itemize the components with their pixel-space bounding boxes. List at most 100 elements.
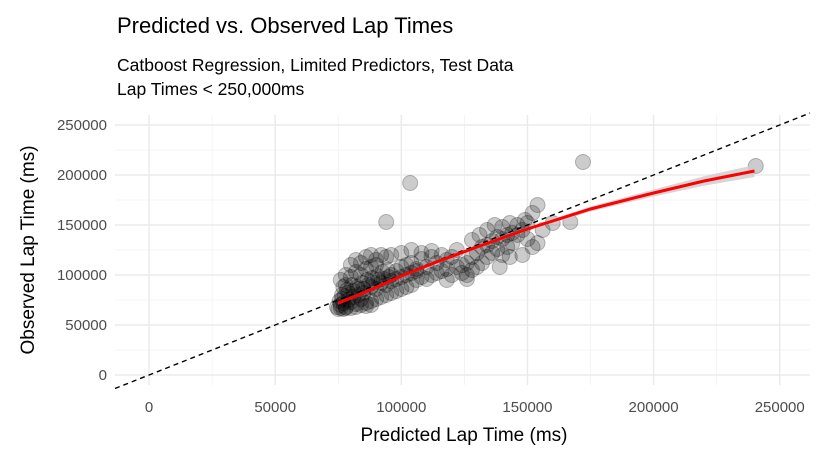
data-point <box>383 247 400 263</box>
data-point <box>393 281 410 297</box>
data-point <box>373 289 390 305</box>
data-point <box>484 245 501 261</box>
data-point <box>339 282 356 298</box>
x-axis-label: Predicted Lap Time (ms) <box>361 425 568 446</box>
data-point <box>363 247 380 263</box>
data-point <box>438 261 455 277</box>
data-point <box>516 212 533 228</box>
chart-title: Predicted vs. Observed Lap Times <box>117 13 453 38</box>
y-tick-label: 150000 <box>57 217 107 234</box>
points <box>328 154 764 317</box>
data-point <box>491 259 508 275</box>
data-point <box>337 267 354 283</box>
data-point <box>524 205 541 221</box>
data-point <box>388 283 405 299</box>
data-point <box>347 264 364 280</box>
data-point <box>373 247 390 263</box>
data-point <box>347 252 364 268</box>
data-point <box>486 217 503 233</box>
data-point <box>458 267 475 283</box>
data-point <box>368 252 385 268</box>
data-point <box>393 245 410 261</box>
data-point <box>347 299 364 315</box>
data-point <box>403 277 420 293</box>
data-point <box>378 214 395 230</box>
data-point <box>358 295 375 311</box>
data-point <box>529 197 546 213</box>
data-point <box>344 277 361 293</box>
data-point <box>352 255 369 271</box>
data-point <box>501 215 518 231</box>
data-point <box>342 269 359 285</box>
data-point <box>494 247 511 263</box>
data-point <box>368 291 385 307</box>
y-tick-label: 0 <box>99 367 107 384</box>
data-point <box>479 249 496 265</box>
data-point <box>433 263 450 279</box>
data-point <box>474 255 491 271</box>
data-point <box>458 271 475 287</box>
x-tick-label: 150000 <box>502 399 552 416</box>
data-point <box>519 231 536 247</box>
data-point <box>374 264 391 280</box>
y-tick-label: 250000 <box>57 117 107 134</box>
data-point <box>438 272 455 288</box>
data-point <box>418 271 435 287</box>
data-point <box>363 259 380 275</box>
y-axis-label: Observed Lap Time (ms) <box>18 145 39 354</box>
data-point <box>514 247 531 263</box>
data-point <box>403 242 420 258</box>
data-point <box>453 257 470 273</box>
x-tick-label: 50000 <box>254 399 296 416</box>
data-point <box>358 261 375 277</box>
data-point <box>423 267 440 283</box>
data-point <box>369 268 386 284</box>
data-point <box>479 222 496 238</box>
data-point <box>471 227 488 243</box>
data-point <box>342 257 359 273</box>
data-point <box>337 277 354 293</box>
data-point <box>352 297 369 313</box>
y-tick-label: 200000 <box>57 167 107 184</box>
x-tick-label: 200000 <box>629 399 679 416</box>
data-point <box>423 243 440 259</box>
data-point <box>458 255 475 271</box>
data-point <box>335 279 352 295</box>
data-point <box>378 287 395 303</box>
data-point <box>529 235 546 251</box>
data-point <box>501 249 518 265</box>
x-tick-label: 100000 <box>376 399 426 416</box>
data-point <box>368 257 385 273</box>
tick-labels: 0 50000 100000 150000 200000 250000 0 50000 1000… <box>57 117 805 416</box>
data-point <box>378 249 395 265</box>
data-point <box>408 272 425 288</box>
data-point <box>574 154 591 170</box>
x-tick-label: 0 <box>145 399 153 416</box>
grid <box>115 115 810 385</box>
lines <box>114 112 811 390</box>
data-point <box>469 259 486 275</box>
chart-subtitle-line1: Catboost Regression, Limited Predictors,… <box>117 55 514 75</box>
data-point <box>489 241 506 257</box>
data-point <box>463 262 480 278</box>
data-point <box>413 245 430 261</box>
data-point <box>342 300 359 316</box>
data-point <box>499 239 516 255</box>
data-point <box>359 272 376 288</box>
y-tick-label: 50000 <box>65 317 107 334</box>
x-tick-label: 250000 <box>755 399 805 416</box>
data-point <box>402 175 419 191</box>
data-point <box>398 279 415 295</box>
smooth-trend-line <box>337 169 755 305</box>
y-tick-label: 100000 <box>57 267 107 284</box>
data-point <box>352 267 369 283</box>
data-point <box>364 270 381 286</box>
chart-subtitle-line2: Lap Times < 250,000ms <box>117 79 305 99</box>
data-point <box>383 285 400 301</box>
data-point <box>363 293 380 309</box>
data-point <box>453 265 470 281</box>
data-point <box>358 249 375 265</box>
data-point <box>448 259 465 275</box>
data-point <box>428 265 445 281</box>
